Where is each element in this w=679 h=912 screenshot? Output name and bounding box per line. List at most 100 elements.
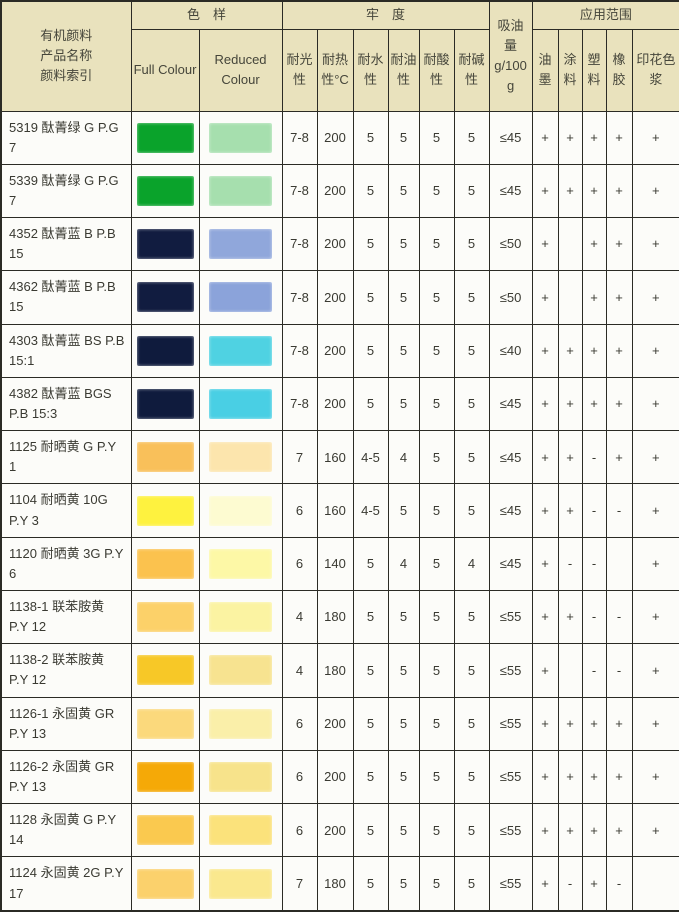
- oil-absorption-value: ≤45: [488, 536, 533, 592]
- light-fastness-value: 6: [281, 536, 318, 592]
- water-fastness-value: 5: [352, 643, 389, 698]
- app-ink-mark: +: [531, 803, 559, 858]
- table-row: 1138-2 联苯胺黄 P.Y 12 4 180 5 5 5 5 ≤55 + -…: [0, 643, 679, 698]
- heat-fastness-value: 200: [316, 696, 354, 751]
- app-rubber-mark: [605, 536, 633, 592]
- table-row: 1104 耐晒黄 10G P.Y 3 6 160 4-5 5 5 5 ≤45 +…: [0, 483, 679, 538]
- app-coating-mark: +: [557, 163, 583, 219]
- app-print-paste-mark: +: [631, 217, 679, 272]
- alkali-fastness-value: 5: [453, 270, 490, 325]
- oil-absorption-value: ≤45: [488, 110, 533, 165]
- app-rubber-mark: +: [605, 217, 633, 272]
- oil-fastness-value: 5: [387, 110, 420, 165]
- table-row: 4362 酞菁蓝 B P.B 15 7-8 200 5 5 5 5 ≤50 + …: [0, 270, 679, 325]
- table-row: 4303 酞菁蓝 BS P.B 15:1 7-8 200 5 5 5 5 ≤40…: [0, 323, 679, 378]
- app-rubber-mark: -: [605, 643, 633, 698]
- full-colour-swatch: [136, 282, 194, 313]
- app-rubber-mark: +: [605, 110, 633, 165]
- header-product-line1: 有机颜料: [40, 28, 93, 44]
- pigment-name: 4303 酞菁蓝 BS P.B 15:1: [0, 323, 132, 378]
- app-ink-mark: +: [531, 643, 559, 698]
- reduced-colour-cell: [198, 110, 283, 165]
- heat-fastness-value: 180: [316, 856, 354, 912]
- full-colour-swatch: [136, 655, 194, 686]
- full-colour-swatch: [136, 868, 194, 899]
- app-rubber-mark: -: [605, 483, 633, 538]
- app-coating-mark: +: [557, 110, 583, 165]
- oil-fastness-value: 5: [387, 483, 420, 538]
- app-print-paste-mark: +: [631, 376, 679, 432]
- app-print-paste-mark: [631, 856, 679, 912]
- header-product-line2: 产品名称: [40, 48, 93, 64]
- app-print-paste-mark: +: [631, 483, 679, 538]
- app-plastic-mark: -: [581, 430, 607, 485]
- alkali-fastness-value: 4: [453, 536, 490, 592]
- heat-fastness-value: 200: [316, 749, 354, 805]
- alkali-fastness-value: 5: [453, 163, 490, 219]
- acid-fastness-value: 5: [418, 803, 455, 858]
- reduced-colour-swatch: [209, 495, 272, 526]
- reduced-colour-swatch: [209, 548, 272, 579]
- oil-fastness-value: 5: [387, 323, 420, 378]
- full-colour-cell: [130, 483, 200, 538]
- oil-absorption-value: ≤50: [488, 270, 533, 325]
- heat-fastness-value: 160: [316, 430, 354, 485]
- app-rubber-mark: +: [605, 430, 633, 485]
- pigment-name: 4352 酞菁蓝 B P.B 15: [0, 217, 132, 272]
- app-plastic-mark: +: [581, 110, 607, 165]
- app-coating-mark: +: [557, 376, 583, 432]
- light-fastness-value: 6: [281, 803, 318, 858]
- app-coating-mark: +: [557, 483, 583, 538]
- app-rubber-mark: +: [605, 376, 633, 432]
- full-colour-swatch: [136, 602, 194, 633]
- app-coating-mark: +: [557, 430, 583, 485]
- header-group-row: 有机颜料 产品名称 颜料索引 色 样 牢 度 吸油量 g/100g 应用范围: [0, 0, 679, 112]
- full-colour-cell: [130, 110, 200, 165]
- light-fastness-value: 6: [281, 483, 318, 538]
- oil-absorption-value: ≤55: [488, 856, 533, 912]
- app-ink-mark: +: [531, 430, 559, 485]
- acid-fastness-value: 5: [418, 590, 455, 645]
- full-colour-swatch: [136, 175, 194, 206]
- table-row: 5339 酞菁绿 G P.G 7 7-8 200 5 5 5 5 ≤45 + +…: [0, 163, 679, 219]
- full-colour-cell: [130, 217, 200, 272]
- heat-fastness-value: 200: [316, 163, 354, 219]
- pigment-name: 4382 酞菁蓝 BGS P.B 15:3: [0, 376, 132, 432]
- header-application-group: 应用范围: [531, 0, 679, 30]
- full-colour-swatch: [136, 815, 194, 846]
- reduced-colour-swatch: [209, 175, 272, 206]
- alkali-fastness-value: 5: [453, 590, 490, 645]
- table-row: 1120 耐晒黄 3G P.Y 6 6 140 5 4 5 4 ≤45 + - …: [0, 536, 679, 592]
- oil-absorption-value: ≤45: [488, 483, 533, 538]
- alkali-fastness-value: 5: [453, 856, 490, 912]
- app-ink-mark: +: [531, 110, 559, 165]
- heat-fastness-value: 200: [316, 376, 354, 432]
- reduced-colour-cell: [198, 803, 283, 858]
- app-rubber-mark: +: [605, 323, 633, 378]
- alkali-fastness-value: 5: [453, 643, 490, 698]
- full-colour-cell: [130, 270, 200, 325]
- app-plastic-mark: +: [581, 803, 607, 858]
- reduced-colour-swatch: [209, 815, 272, 846]
- light-fastness-value: 7: [281, 430, 318, 485]
- heat-fastness-value: 200: [316, 270, 354, 325]
- reduced-colour-swatch: [209, 122, 272, 153]
- app-print-paste-mark: +: [631, 590, 679, 645]
- pigment-name: 5319 酞菁绿 G P.G 7: [0, 110, 132, 165]
- reduced-colour-swatch: [209, 442, 272, 473]
- full-colour-swatch: [136, 389, 194, 420]
- full-colour-swatch: [136, 708, 194, 739]
- table-row: 1125 耐晒黄 G P.Y 1 7 160 4-5 4 5 5 ≤45 + +…: [0, 430, 679, 485]
- full-colour-cell: [130, 696, 200, 751]
- oil-fastness-value: 5: [387, 270, 420, 325]
- app-coating-mark: -: [557, 856, 583, 912]
- alkali-fastness-value: 5: [453, 430, 490, 485]
- water-fastness-value: 5: [352, 696, 389, 751]
- oil-absorption-value: ≤55: [488, 590, 533, 645]
- alkali-fastness-value: 5: [453, 803, 490, 858]
- acid-fastness-value: 5: [418, 483, 455, 538]
- acid-fastness-value: 5: [418, 110, 455, 165]
- heat-fastness-value: 200: [316, 323, 354, 378]
- oil-absorption-value: ≤45: [488, 376, 533, 432]
- full-colour-swatch: [136, 335, 194, 366]
